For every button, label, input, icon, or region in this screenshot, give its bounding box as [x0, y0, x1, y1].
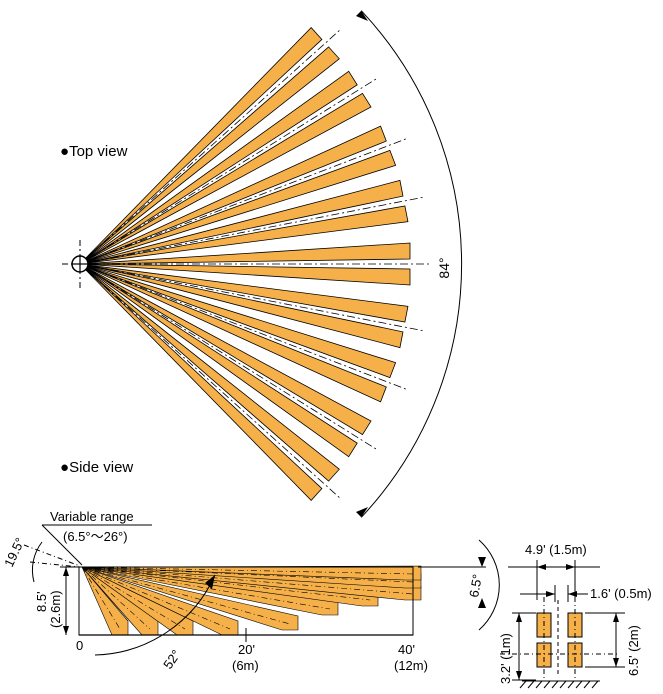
bottom-height-label: 3.2' (1m): [498, 633, 513, 684]
top-height-arrowhead-bottom: [613, 658, 619, 667]
tilt-axis-line: [24, 545, 80, 566]
bullet-icon: ●: [60, 459, 69, 476]
mid-distance-label: 20': [238, 642, 255, 657]
span-arrowhead-right: [566, 564, 575, 570]
beam-width-arrowhead: [478, 557, 486, 567]
variable-range-values: (6.5°～26°): [63, 529, 128, 544]
height-label-metric: (2.6m): [48, 590, 63, 628]
height-label: 8.5': [34, 591, 49, 612]
far-distance-metric: (12m): [394, 658, 428, 673]
bottom-height-arrowhead-top: [516, 613, 522, 622]
span-arrowhead-left: [537, 564, 546, 570]
ground-hatch: [520, 681, 600, 688]
beam-width-arrowhead-lower: [478, 598, 486, 608]
gap-label: 1.6' (0.5m): [590, 586, 652, 601]
fan-angle-label: 52°: [160, 647, 184, 672]
gap-arrowhead-right: [568, 591, 577, 597]
tilt-angle-label: 19.5°: [1, 535, 27, 569]
side-view-beams: [82, 566, 421, 635]
top-height-arrowhead-top: [613, 613, 619, 622]
top-view-beams: [80, 28, 430, 501]
mid-distance-metric: (6m): [232, 658, 259, 673]
gap-arrowhead-left: [546, 591, 555, 597]
beam-width-label: 6.5°: [466, 573, 485, 599]
top-height-label: 6.5' (2m): [626, 625, 641, 676]
variable-range-label: Variable range: [50, 509, 134, 524]
height-arrowhead-bottom: [63, 626, 69, 635]
height-arrowhead-top: [63, 567, 69, 576]
top-view-heading: ●Top view: [60, 143, 127, 160]
zero-label: 0: [76, 638, 83, 653]
side-view-heading: ●Side view: [60, 459, 133, 476]
span-label: 4.9' (1.5m): [525, 542, 587, 557]
bottom-height-arrowhead-bottom: [516, 671, 522, 680]
far-distance-label: 40': [398, 642, 415, 657]
bullet-icon: ●: [60, 143, 69, 160]
spread-angle-label: 84°: [436, 257, 452, 278]
